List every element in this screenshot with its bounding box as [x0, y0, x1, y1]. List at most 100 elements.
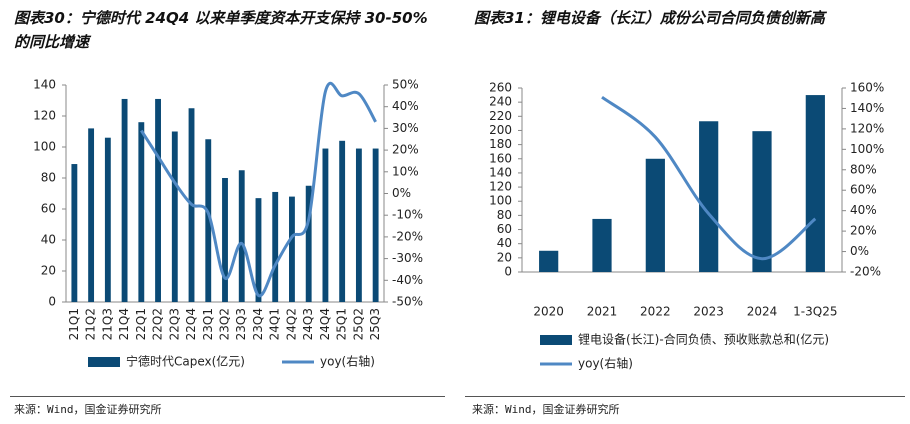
- x-tick-label: 23Q2: [218, 308, 232, 340]
- legend-label: yoy(右轴): [578, 356, 633, 371]
- x-tick-label: 2020: [533, 305, 564, 319]
- x-tick-label: 22Q3: [167, 308, 181, 340]
- y2-tick-label: 160%: [850, 81, 884, 95]
- bar: [104, 137, 111, 302]
- bar: [289, 196, 295, 302]
- y2-tick-label: 30%: [392, 121, 419, 135]
- y-tick-label: 40: [497, 236, 512, 250]
- x-tick-label: 24Q3: [301, 308, 315, 340]
- y-tick-label: 60: [41, 202, 56, 216]
- bar: [699, 121, 719, 272]
- y2-tick-label: -20%: [850, 265, 881, 279]
- x-tick-label: 22Q2: [151, 308, 165, 340]
- x-tick-label: 25Q2: [351, 308, 365, 340]
- line: [140, 81, 377, 298]
- divider: [465, 396, 905, 397]
- bar: [645, 158, 665, 272]
- y-tick-label: 240: [489, 95, 512, 109]
- bar: [171, 131, 178, 302]
- bar: [255, 198, 262, 302]
- bar: [71, 164, 78, 302]
- bar: [121, 98, 128, 302]
- bar: [752, 131, 772, 272]
- bar: [272, 191, 279, 302]
- x-tick-label: 2021: [587, 305, 618, 319]
- y2-tick-label: -50%: [392, 295, 423, 309]
- y-tick-label: 140: [33, 78, 56, 92]
- y2-tick-label: -30%: [392, 251, 423, 265]
- y-tick-label: 220: [489, 109, 512, 123]
- y-tick-label: 160: [489, 151, 512, 165]
- x-tick-label: 24Q1: [268, 308, 282, 340]
- bar: [372, 148, 379, 302]
- bar: [305, 185, 312, 302]
- x-tick-label: 22Q1: [134, 308, 148, 340]
- y2-tick-label: -40%: [392, 273, 423, 287]
- legend-swatch: [540, 335, 572, 345]
- y2-tick-label: 140%: [850, 101, 884, 115]
- y2-tick-label: 80%: [850, 162, 877, 176]
- x-tick-label: 1-3Q25: [793, 305, 837, 319]
- bar: [355, 148, 362, 302]
- bar: [88, 128, 95, 302]
- x-tick-label: 2024: [747, 305, 778, 319]
- y2-tick-label: 0%: [392, 186, 411, 200]
- bar: [222, 178, 228, 302]
- chart-title: 图表30：宁德时代 24Q4 以来单季度资本开支保持 30-50%的同比增速: [14, 9, 428, 51]
- legend-label: 宁德时代Capex(亿元): [126, 354, 245, 369]
- y2-tick-label: 120%: [850, 121, 884, 135]
- y-tick-label: 200: [489, 123, 512, 137]
- bar: [539, 250, 559, 272]
- bar: [805, 95, 825, 272]
- x-tick-label: 25Q1: [335, 308, 349, 340]
- bar: [238, 170, 245, 302]
- y2-tick-label: 10%: [392, 164, 419, 178]
- bar: [322, 148, 329, 302]
- legend-label: 锂电设备(长江)-合同负债、预收账款总和(亿元): [578, 332, 829, 347]
- y-tick-label: 100: [489, 194, 512, 208]
- y2-tick-label: 60%: [850, 183, 877, 197]
- line: [601, 95, 817, 261]
- x-tick-label: 2023: [693, 305, 724, 319]
- x-tick-label: 21Q4: [117, 308, 131, 340]
- x-tick-label: 23Q1: [201, 308, 215, 340]
- y2-tick-label: 40%: [850, 203, 877, 217]
- y-tick-label: 100: [33, 140, 56, 154]
- y-tick-label: 80: [41, 171, 56, 185]
- y-tick-label: 180: [489, 137, 512, 151]
- y2-tick-label: -10%: [392, 208, 423, 222]
- divider: [10, 396, 445, 397]
- y-tick-label: 20: [497, 250, 512, 264]
- x-tick-label: 24Q2: [284, 308, 298, 340]
- bar: [155, 98, 161, 302]
- y-tick-label: 40: [41, 233, 56, 247]
- legend-label: yoy(右轴): [320, 354, 375, 369]
- chart-title: 图表31：锂电设备（长江）成份公司合同负债创新高: [474, 9, 825, 27]
- y2-tick-label: 50%: [392, 78, 419, 92]
- y-tick-label: 260: [489, 81, 512, 95]
- x-tick-label: 25Q3: [368, 308, 382, 340]
- y-tick-label: 0: [48, 295, 56, 309]
- source-note: 来源：Wind，国金证券研究所: [14, 403, 162, 416]
- y-tick-label: 60: [497, 222, 512, 236]
- y-tick-label: 80: [497, 208, 512, 222]
- bar: [205, 139, 212, 302]
- x-tick-label: 23Q4: [251, 308, 265, 340]
- bar: [592, 218, 612, 272]
- y2-tick-label: 20%: [392, 143, 419, 157]
- y2-tick-label: 20%: [850, 224, 877, 238]
- x-tick-label: 21Q3: [100, 308, 114, 340]
- y2-tick-label: 0%: [850, 244, 869, 258]
- y-tick-label: 120: [489, 180, 512, 194]
- y2-tick-label: -20%: [392, 229, 423, 243]
- x-tick-label: 21Q2: [84, 308, 98, 340]
- bar: [138, 122, 145, 302]
- y2-tick-label: 40%: [392, 99, 419, 113]
- y-tick-label: 20: [41, 264, 56, 278]
- x-tick-label: 22Q4: [184, 308, 198, 340]
- x-tick-label: 21Q1: [67, 308, 81, 340]
- x-tick-label: 2022: [640, 305, 671, 319]
- y-tick-label: 120: [33, 109, 56, 123]
- legend-swatch: [88, 357, 120, 367]
